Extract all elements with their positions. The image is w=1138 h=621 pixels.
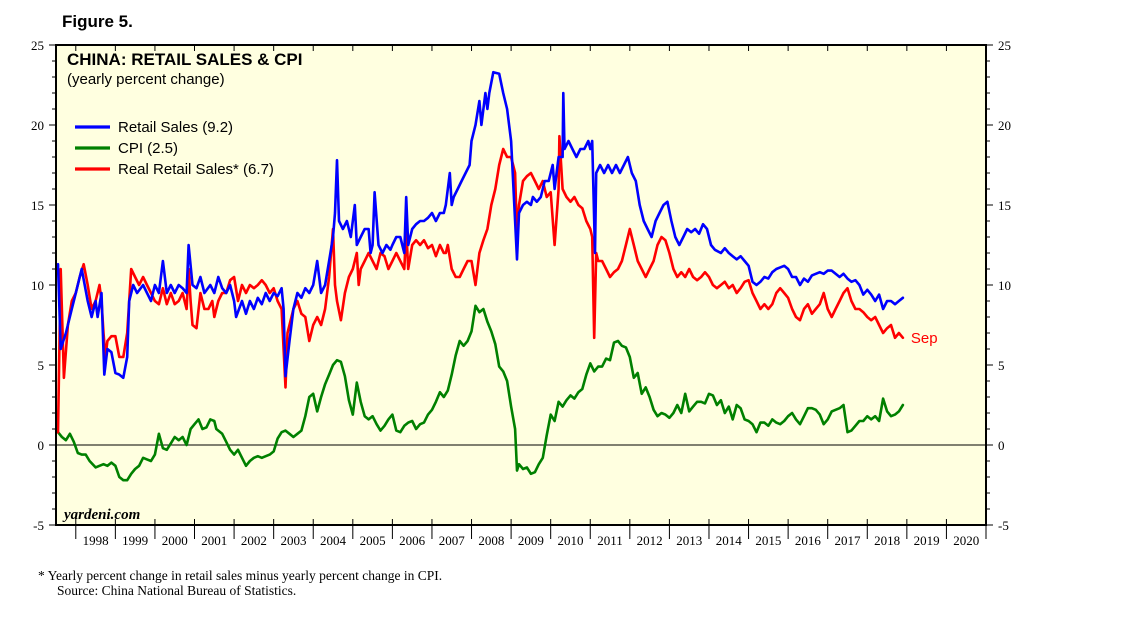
- x-tick-label: 2008: [478, 533, 504, 548]
- x-tick-label: 2005: [360, 533, 386, 548]
- x-tick-label: 1998: [83, 533, 109, 548]
- series-line-cpi: [56, 304, 905, 482]
- chart-title: CHINA: RETAIL SALES & CPI: [67, 50, 303, 69]
- y-tick-label-right: 5: [998, 358, 1005, 373]
- y-tick-label-left: 0: [38, 438, 45, 453]
- x-tick-label: 2016: [795, 533, 822, 548]
- y-tick-label-left: 15: [31, 198, 44, 213]
- y-tick-label-left: 5: [38, 358, 45, 373]
- x-tick-label: 2015: [755, 533, 781, 548]
- watermark: yardeni.com: [62, 507, 140, 523]
- x-tick-label: 2011: [597, 533, 623, 548]
- y-tick-label-right: 15: [998, 198, 1011, 213]
- x-tick-label: 2012: [637, 533, 663, 548]
- x-tick-label: 2019: [914, 533, 940, 548]
- x-tick-label: 2006: [399, 533, 426, 548]
- footnote: * Yearly percent change in retail sales …: [38, 568, 443, 583]
- x-tick-label: 2018: [874, 533, 900, 548]
- y-tick-label-left: 10: [31, 278, 44, 293]
- x-tick-label: 2020: [953, 533, 979, 548]
- y-tick-label-right: 25: [998, 38, 1011, 53]
- x-tick-label: 2010: [557, 533, 583, 548]
- y-tick-label-right: -5: [998, 518, 1009, 533]
- end-annotation-sep: Sep: [911, 330, 938, 347]
- figure-label: Figure 5.: [62, 12, 133, 31]
- legend: Retail Sales (9.2) CPI (2.5) Real Retail S…: [75, 119, 274, 178]
- y-tick-label-right: 0: [998, 438, 1005, 453]
- y-tick-label-right: 10: [998, 278, 1011, 293]
- x-tick-label: 2000: [162, 533, 188, 548]
- chart-subtitle: (yearly percent change): [67, 71, 225, 88]
- plot-frame: [55, 44, 987, 526]
- x-tick-label: 2002: [241, 533, 267, 548]
- x-tick-label: 2009: [518, 533, 544, 548]
- legend-label: Real Retail Sales* (6.7): [118, 161, 274, 178]
- x-tick-label: 2013: [676, 533, 702, 548]
- x-tick-label: 2007: [439, 533, 466, 548]
- x-tick-label: 2014: [716, 533, 743, 548]
- y-tick-label-left: 25: [31, 38, 44, 53]
- x-tick-label: 2003: [280, 533, 306, 548]
- legend-label: CPI (2.5): [118, 140, 178, 157]
- x-tick-label: 1999: [122, 533, 148, 548]
- x-tick-label: 2017: [834, 533, 861, 548]
- y-tick-label-left: 20: [31, 118, 44, 133]
- series-line-real-retail-sales: [56, 134, 905, 434]
- x-tick-label: 2004: [320, 533, 347, 548]
- y-tick-label-left: -5: [33, 518, 44, 533]
- source-note: Source: China National Bureau of Statist…: [57, 583, 297, 598]
- series-line-retail-sales: [56, 70, 905, 380]
- plot-background: [56, 45, 986, 525]
- y-tick-label-right: 20: [998, 118, 1011, 133]
- legend-label: Retail Sales (9.2): [118, 119, 233, 136]
- x-tick-label: 2001: [201, 533, 227, 548]
